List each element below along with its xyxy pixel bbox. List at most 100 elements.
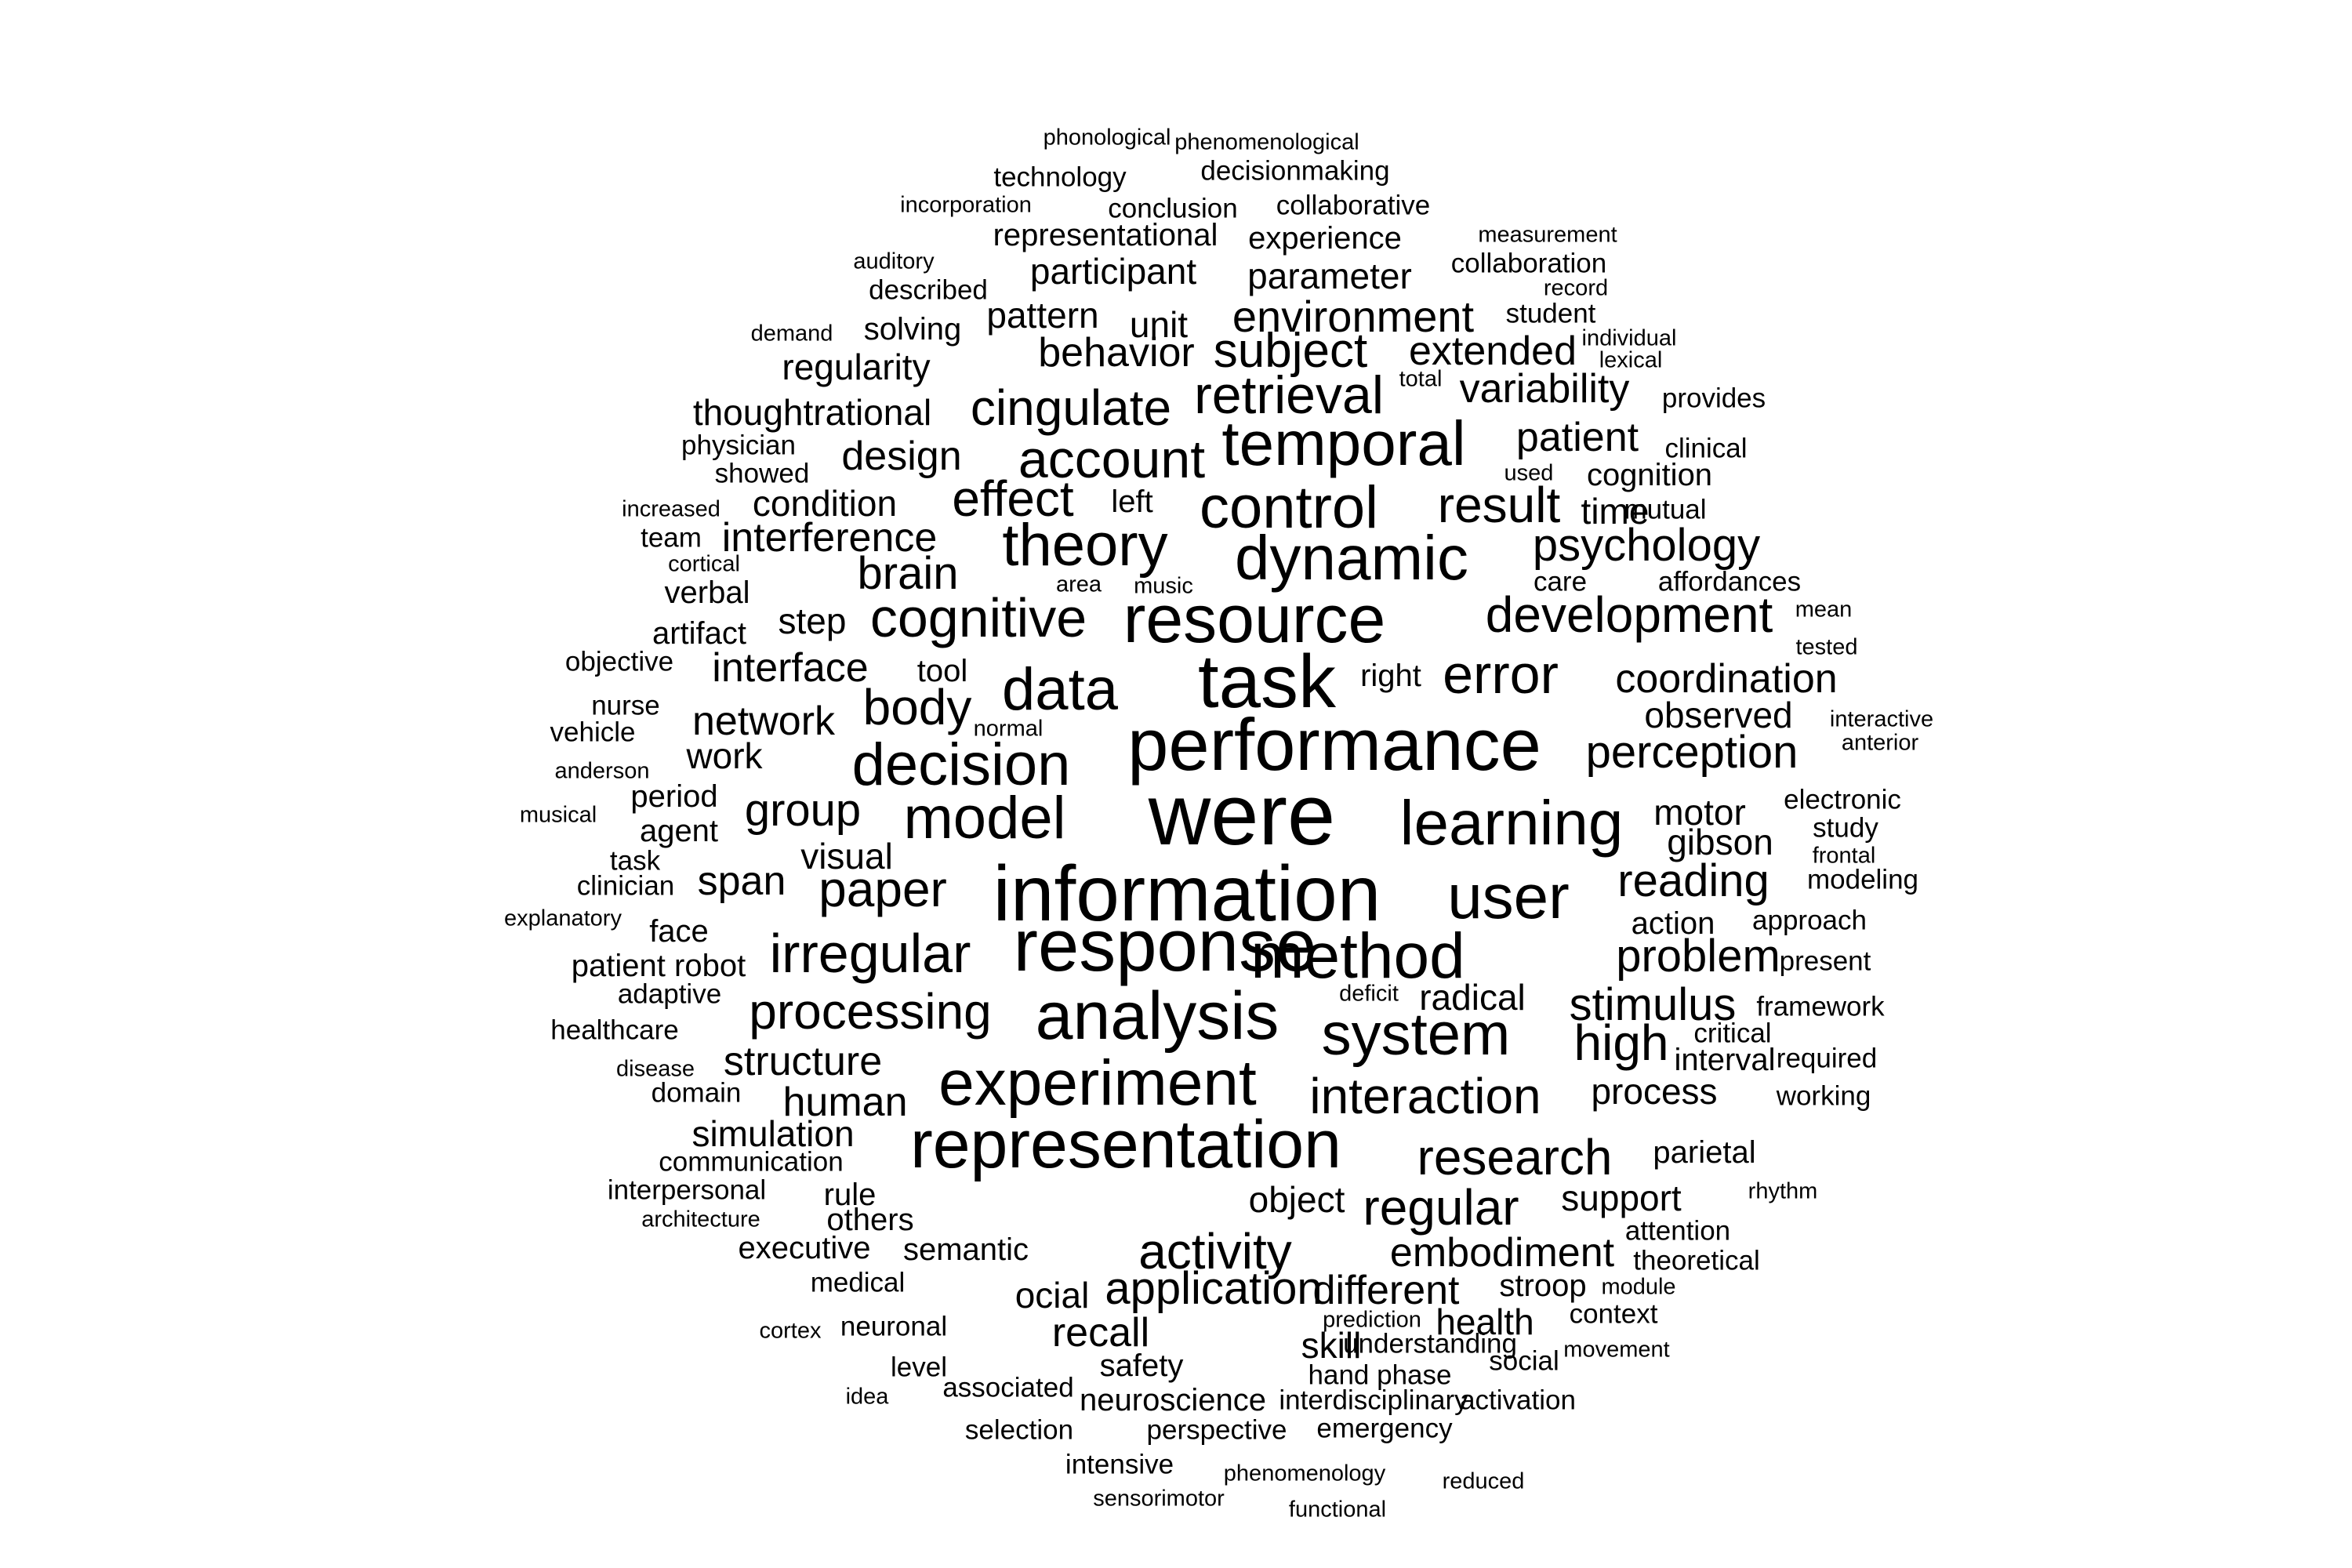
cloud-word: stimulus bbox=[1569, 979, 1737, 1030]
cloud-word: coordination bbox=[1615, 656, 1838, 702]
cloud-word: regularity bbox=[782, 347, 931, 387]
cloud-word: neuroscience bbox=[1080, 1383, 1266, 1417]
cloud-word: team bbox=[641, 522, 702, 554]
cloud-word: clinician bbox=[576, 870, 675, 902]
cloud-word: skill bbox=[1301, 1325, 1362, 1366]
cloud-word: representational bbox=[993, 218, 1218, 252]
cloud-word: collaborative bbox=[1276, 190, 1431, 221]
cloud-word: step bbox=[778, 601, 847, 641]
cloud-word: research bbox=[1417, 1129, 1613, 1185]
cloud-word: pattern bbox=[986, 295, 1099, 336]
cloud-word: individual bbox=[1581, 325, 1677, 351]
cloud-word: cognitive bbox=[869, 587, 1087, 648]
cloud-word: anderson bbox=[554, 758, 650, 784]
cloud-word: model bbox=[903, 785, 1066, 851]
cloud-word: performance bbox=[1127, 703, 1541, 786]
cloud-word: patient bbox=[1515, 415, 1639, 460]
cloud-word: thoughtrational bbox=[692, 392, 932, 433]
cloud-word: span bbox=[697, 858, 786, 904]
cloud-word: group bbox=[744, 785, 862, 836]
cloud-word: intensive bbox=[1065, 1449, 1174, 1480]
cloud-word: safety bbox=[1099, 1348, 1184, 1383]
cloud-word: theory bbox=[1002, 512, 1168, 579]
cloud-word: system bbox=[1321, 1001, 1511, 1068]
cloud-word: recall bbox=[1051, 1310, 1150, 1356]
cloud-word: cognition bbox=[1586, 458, 1713, 492]
cloud-word: measurement bbox=[1478, 222, 1617, 248]
cloud-word: working bbox=[1776, 1080, 1871, 1112]
cloud-word: different bbox=[1312, 1268, 1460, 1313]
cloud-word: showed bbox=[714, 458, 810, 489]
cloud-word: level bbox=[891, 1352, 947, 1383]
cloud-word: normal bbox=[973, 716, 1044, 742]
cloud-word: error bbox=[1443, 644, 1559, 705]
cloud-word: technology bbox=[993, 162, 1127, 193]
cloud-word: ocial bbox=[1014, 1275, 1090, 1316]
cloud-word: rhythm bbox=[1748, 1178, 1818, 1204]
cloud-word: anterior bbox=[1841, 730, 1919, 756]
cloud-word: rule bbox=[823, 1178, 877, 1212]
cloud-word: conclusion bbox=[1108, 193, 1238, 224]
cloud-word: right bbox=[1360, 659, 1421, 693]
cloud-word: vehicle bbox=[550, 717, 636, 748]
cloud-word: development bbox=[1485, 586, 1773, 643]
cloud-word: application bbox=[1105, 1263, 1323, 1314]
cloud-word: motor bbox=[1653, 792, 1746, 833]
cloud-word: action bbox=[1631, 906, 1715, 941]
cloud-word: neuronal bbox=[840, 1311, 948, 1342]
cloud-word: music bbox=[1134, 573, 1193, 599]
cloud-word: regular bbox=[1363, 1179, 1519, 1236]
cloud-word: mutual bbox=[1624, 494, 1707, 525]
cloud-word: musical bbox=[519, 802, 597, 828]
cloud-word: analysis bbox=[1035, 978, 1279, 1054]
cloud-word: account bbox=[1018, 430, 1206, 489]
cloud-word: present bbox=[1779, 946, 1871, 977]
cloud-word: disease bbox=[616, 1056, 695, 1082]
cloud-word: described bbox=[869, 274, 988, 306]
cloud-word: information bbox=[993, 850, 1381, 938]
cloud-word: parameter bbox=[1247, 256, 1412, 296]
cloud-word: hand phase bbox=[1308, 1359, 1452, 1391]
cloud-word: left bbox=[1111, 485, 1153, 519]
cloud-word: used bbox=[1504, 460, 1554, 486]
cloud-word: unit bbox=[1129, 304, 1189, 345]
cloud-word: resource bbox=[1123, 582, 1386, 657]
cloud-word: theoretical bbox=[1633, 1245, 1760, 1276]
cloud-word: attention bbox=[1624, 1215, 1731, 1247]
cloud-word: effect bbox=[952, 470, 1074, 527]
cloud-word: tested bbox=[1795, 634, 1858, 660]
cloud-word: psychology bbox=[1532, 520, 1761, 571]
cloud-word: result bbox=[1437, 477, 1561, 533]
cloud-word: irregular bbox=[769, 923, 971, 984]
cloud-word: environment bbox=[1232, 292, 1475, 341]
cloud-word: brain bbox=[857, 548, 959, 599]
cloud-word: critical bbox=[1693, 1018, 1772, 1049]
cloud-word: solving bbox=[863, 312, 962, 347]
cloud-word: functional bbox=[1288, 1497, 1387, 1523]
cloud-word: frontal bbox=[1812, 843, 1876, 869]
cloud-word: process bbox=[1591, 1071, 1718, 1112]
cloud-word: paper bbox=[818, 861, 947, 917]
cloud-word: agent bbox=[639, 814, 719, 848]
cloud-word: adaptive bbox=[617, 978, 722, 1010]
cloud-word: embodiment bbox=[1389, 1230, 1615, 1276]
cloud-word: response bbox=[1013, 904, 1317, 986]
cloud-word: experience bbox=[1248, 221, 1402, 256]
cloud-word: high bbox=[1573, 1014, 1669, 1071]
cloud-word: activity bbox=[1138, 1223, 1292, 1279]
cloud-word: body bbox=[862, 679, 972, 735]
cloud-word: framework bbox=[1756, 991, 1885, 1022]
cloud-word: module bbox=[1601, 1274, 1676, 1300]
cloud-word: physician bbox=[681, 430, 796, 461]
cloud-word: radical bbox=[1419, 977, 1526, 1018]
cloud-word: study bbox=[1813, 812, 1878, 844]
cloud-word: associated bbox=[942, 1372, 1074, 1403]
cloud-word: phenomenological bbox=[1174, 129, 1359, 155]
cloud-word: decision bbox=[851, 731, 1071, 798]
cloud-word: emergency bbox=[1316, 1413, 1453, 1444]
cloud-word: human bbox=[782, 1080, 908, 1125]
cloud-word: nurse bbox=[591, 690, 660, 721]
cloud-word: design bbox=[841, 434, 962, 479]
cloud-word: processing bbox=[749, 983, 992, 1040]
